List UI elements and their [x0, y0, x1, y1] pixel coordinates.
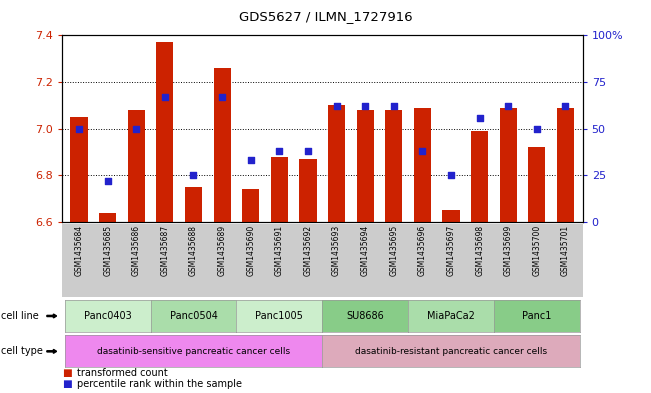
Text: Panc1: Panc1 — [522, 311, 551, 321]
Bar — [242, 189, 259, 222]
Point — [561, 103, 571, 110]
Point — [475, 114, 485, 121]
Text: cell line: cell line — [1, 311, 38, 321]
Point — [131, 126, 141, 132]
Bar — [500, 108, 517, 222]
Bar — [385, 110, 402, 222]
Bar — [328, 105, 345, 222]
Point — [245, 157, 256, 163]
Text: percentile rank within the sample: percentile rank within the sample — [77, 379, 242, 389]
Text: dasatinib-resistant pancreatic cancer cells: dasatinib-resistant pancreatic cancer ce… — [355, 347, 547, 356]
Bar — [414, 108, 431, 222]
Text: Panc1005: Panc1005 — [255, 311, 303, 321]
Point — [74, 126, 84, 132]
Bar — [99, 213, 117, 222]
Bar — [471, 131, 488, 222]
Point — [446, 172, 456, 178]
Bar — [443, 210, 460, 222]
Point — [274, 148, 284, 154]
Bar — [299, 159, 316, 222]
Text: ■: ■ — [62, 379, 72, 389]
Bar — [70, 117, 88, 222]
Bar — [357, 110, 374, 222]
Bar — [214, 68, 230, 222]
Bar — [528, 147, 546, 222]
Point — [102, 178, 113, 184]
Bar — [271, 157, 288, 222]
Point — [217, 94, 227, 100]
Bar — [185, 187, 202, 222]
Text: dasatinib-sensitive pancreatic cancer cells: dasatinib-sensitive pancreatic cancer ce… — [97, 347, 290, 356]
Text: ■: ■ — [62, 368, 72, 378]
Text: SU8686: SU8686 — [346, 311, 384, 321]
Text: cell type: cell type — [1, 346, 42, 356]
Text: Panc0403: Panc0403 — [84, 311, 132, 321]
Point — [159, 94, 170, 100]
Text: transformed count: transformed count — [77, 368, 167, 378]
Point — [389, 103, 399, 110]
Bar — [156, 42, 173, 222]
Text: MiaPaCa2: MiaPaCa2 — [427, 311, 475, 321]
Point — [303, 148, 313, 154]
Point — [417, 148, 428, 154]
Bar — [128, 110, 145, 222]
Point — [331, 103, 342, 110]
Point — [503, 103, 514, 110]
Text: GDS5627 / ILMN_1727916: GDS5627 / ILMN_1727916 — [239, 10, 412, 23]
Point — [360, 103, 370, 110]
Point — [532, 126, 542, 132]
Text: Panc0504: Panc0504 — [169, 311, 217, 321]
Point — [188, 172, 199, 178]
Bar — [557, 108, 574, 222]
